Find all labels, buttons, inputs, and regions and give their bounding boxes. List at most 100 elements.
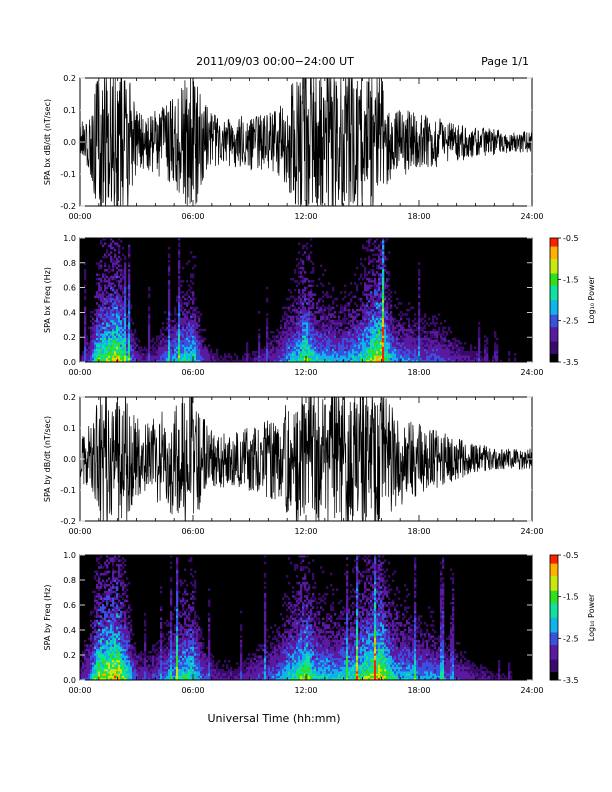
spectrogram-cell: [164, 353, 167, 356]
spectrogram-cell: [156, 335, 159, 338]
spectrogram-cell: [386, 295, 389, 299]
spectrogram-cell: [94, 313, 97, 316]
spectrogram-cell: [344, 291, 347, 294]
spectrogram-cell: [148, 353, 151, 356]
spectrogram-cell: [474, 353, 477, 356]
colorbar-swatch: [550, 238, 558, 241]
spectrogram-cell: [436, 322, 439, 325]
spectrogram-cell: [412, 357, 415, 361]
spectrogram-cell: [412, 344, 415, 347]
spectrogram-cell: [180, 319, 183, 323]
spectrogram-cell: [358, 339, 361, 343]
spectrogram-cell: [312, 297, 315, 301]
spectrogram-cell: [442, 353, 445, 356]
spectrogram-cell: [194, 319, 197, 323]
spectrogram-cell: [388, 302, 391, 305]
spectrogram-cell: [380, 286, 383, 290]
spectrogram-cell: [388, 328, 391, 332]
spectrogram-cell: [186, 359, 189, 363]
spectrogram-cell: [348, 331, 351, 334]
spectrogram-cell: [350, 359, 353, 363]
spectrogram-cell: [430, 344, 433, 347]
spectrogram-cell: [420, 355, 423, 358]
spectrogram-cell: [96, 639, 99, 643]
spectrogram-cell: [336, 326, 339, 330]
spectrogram-cell: [84, 284, 87, 288]
spectrogram-cell: [100, 295, 103, 299]
spectrogram-cell: [386, 324, 389, 327]
spectrogram-cell: [370, 357, 373, 361]
spectrogram-cell: [308, 297, 311, 301]
spectrogram-cell: [300, 344, 303, 347]
spectrogram-cell: [108, 659, 111, 663]
spectrogram-cell: [314, 328, 317, 332]
spectrogram-cell: [308, 311, 311, 314]
spectrogram-cell: [346, 302, 349, 305]
spectrogram-cell: [370, 337, 373, 341]
spectrogram-cell: [100, 240, 103, 243]
spectrogram-cell: [456, 350, 459, 354]
spectrogram-cell: [134, 328, 137, 332]
spectrogram-cell: [138, 353, 141, 356]
spectrogram-cell: [190, 331, 193, 334]
spectrogram-cell: [438, 333, 441, 336]
spectrogram-cell: [98, 273, 101, 276]
spectrogram-cell: [350, 342, 353, 345]
spectrogram-cell: [168, 295, 171, 299]
spectrogram-cell: [98, 561, 101, 565]
spectrogram-cell: [184, 317, 187, 321]
spectrogram-cell: [404, 342, 407, 345]
spectrogram-cell: [478, 350, 481, 354]
spectrogram-cell: [188, 337, 191, 341]
spectrogram-cell: [168, 246, 171, 250]
spectrogram-cell: [408, 302, 411, 305]
spectrogram-cell: [114, 260, 117, 263]
spectrogram-cell: [112, 563, 115, 567]
spectrogram-cell: [334, 353, 337, 356]
spectrogram-cell: [378, 342, 381, 345]
spectrogram-cell: [370, 326, 373, 330]
spectrogram-cell: [100, 608, 103, 612]
spectrogram-cell: [266, 297, 269, 301]
spectrogram-cell: [102, 657, 105, 661]
x-tick-label: 24:00: [520, 368, 543, 377]
spectrogram-cell: [390, 313, 393, 316]
spectrogram-cell: [200, 342, 203, 345]
spectrogram-cell: [300, 357, 303, 361]
spectrogram-cell: [384, 328, 387, 332]
spectrogram-cell: [376, 238, 379, 241]
spectrogram-cell: [130, 335, 133, 338]
spectrogram-cell: [494, 331, 497, 334]
spectrogram-cell: [364, 313, 367, 316]
spectrogram-cell: [90, 319, 93, 323]
spectrogram-cell: [166, 335, 169, 338]
spectrogram-cell: [110, 297, 113, 301]
spectrogram-cell: [122, 277, 125, 281]
spectrogram-cell: [380, 357, 383, 361]
spectrogram-cell: [196, 355, 199, 358]
spectrogram-cell: [126, 342, 129, 345]
spectrogram-cell: [138, 355, 141, 358]
spectrogram-cell: [104, 613, 107, 616]
spectrogram-cell: [182, 311, 185, 314]
spectrogram-cell: [378, 315, 381, 319]
spectrogram-cell: [124, 337, 127, 341]
spectrogram-cell: [456, 339, 459, 343]
spectrogram-cell: [148, 293, 151, 296]
spectrogram-cell: [306, 286, 309, 290]
spectrogram-cell: [330, 322, 333, 325]
spectrogram-cell: [422, 359, 425, 363]
spectrogram-cell: [436, 331, 439, 334]
spectrogram-cell: [388, 324, 391, 327]
spectrogram-cell: [298, 353, 301, 356]
spectrogram-cell: [176, 331, 179, 334]
spectrogram-cell: [382, 273, 385, 276]
spectrogram-cell: [196, 348, 199, 352]
spectrogram-cell: [350, 315, 353, 319]
spectrogram-cell: [452, 350, 455, 354]
spectrogram-cell: [108, 633, 111, 636]
spectrogram-cell: [114, 315, 117, 319]
spectrogram-cell: [96, 557, 99, 560]
spectrogram-cell: [272, 346, 275, 350]
spectrogram-cell: [298, 291, 301, 294]
